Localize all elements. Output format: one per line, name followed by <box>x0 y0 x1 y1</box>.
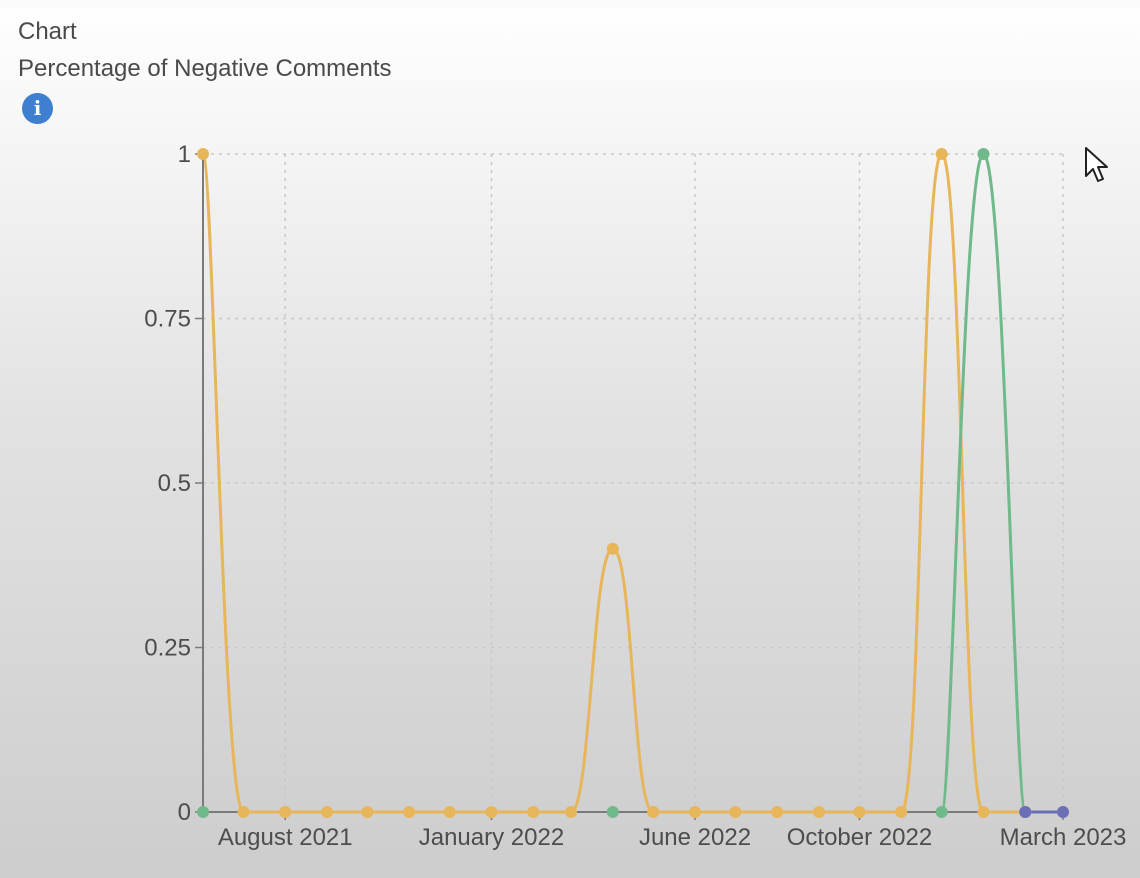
y-tick-label: 1 <box>178 141 191 168</box>
data-point-series-2 <box>197 806 209 818</box>
data-point-series-1 <box>361 806 374 818</box>
tick-labels: 0 0.25 0.5 0.75 1 August 2021 January 2022 June… <box>144 141 1126 851</box>
data-point-series-1 <box>935 148 948 160</box>
mouse-pointer-icon <box>1085 147 1108 182</box>
axes <box>195 153 1064 820</box>
panel-heading: Chart <box>18 18 77 45</box>
x-tick-label: March 2023 <box>1000 824 1127 851</box>
data-point-series-1 <box>977 806 990 818</box>
y-tick-label: 0.25 <box>144 635 191 662</box>
data-point-series-1 <box>237 806 250 818</box>
x-tick-label: January 2022 <box>419 824 564 851</box>
x-tick-label: August 2021 <box>218 824 353 851</box>
data-point-series-2 <box>977 148 990 160</box>
data-point-series-1 <box>853 806 866 818</box>
y-tick-label: 0.75 <box>144 306 191 333</box>
data-point-series-1 <box>689 806 702 818</box>
data-point-series-2 <box>935 806 948 818</box>
top-strip <box>0 0 1140 8</box>
data-point-series-1 <box>197 148 209 160</box>
y-tick-label: 0.5 <box>158 470 191 497</box>
data-point-series-1 <box>813 806 826 818</box>
data-point-series-2 <box>606 806 619 818</box>
x-tick-label: June 2022 <box>639 824 751 851</box>
data-point-series-1 <box>527 806 540 818</box>
x-tick-label: October 2022 <box>787 824 932 851</box>
data-point-series-1 <box>485 806 498 818</box>
data-point-series-1 <box>403 806 416 818</box>
data-point-series-1 <box>564 806 577 818</box>
y-tick-label: 0 <box>178 799 191 826</box>
data-point-series-3 <box>1019 806 1032 818</box>
data-point-series-3 <box>1057 806 1069 818</box>
grid-lines <box>203 153 1064 812</box>
data-point-series-1 <box>729 806 742 818</box>
series-line-1 <box>201 152 1027 814</box>
data-point-series-1 <box>606 542 619 555</box>
data-point-series-1 <box>443 806 456 818</box>
data-point-series-1 <box>321 806 334 818</box>
chart-title: Percentage of Negative Comments <box>18 55 392 82</box>
data-point-series-1 <box>895 806 908 818</box>
data-point-series-1 <box>279 806 292 818</box>
data-point-series-1 <box>771 806 784 818</box>
data-points <box>197 148 1069 818</box>
info-icon[interactable]: i <box>22 93 53 124</box>
data-point-series-1 <box>647 806 660 818</box>
